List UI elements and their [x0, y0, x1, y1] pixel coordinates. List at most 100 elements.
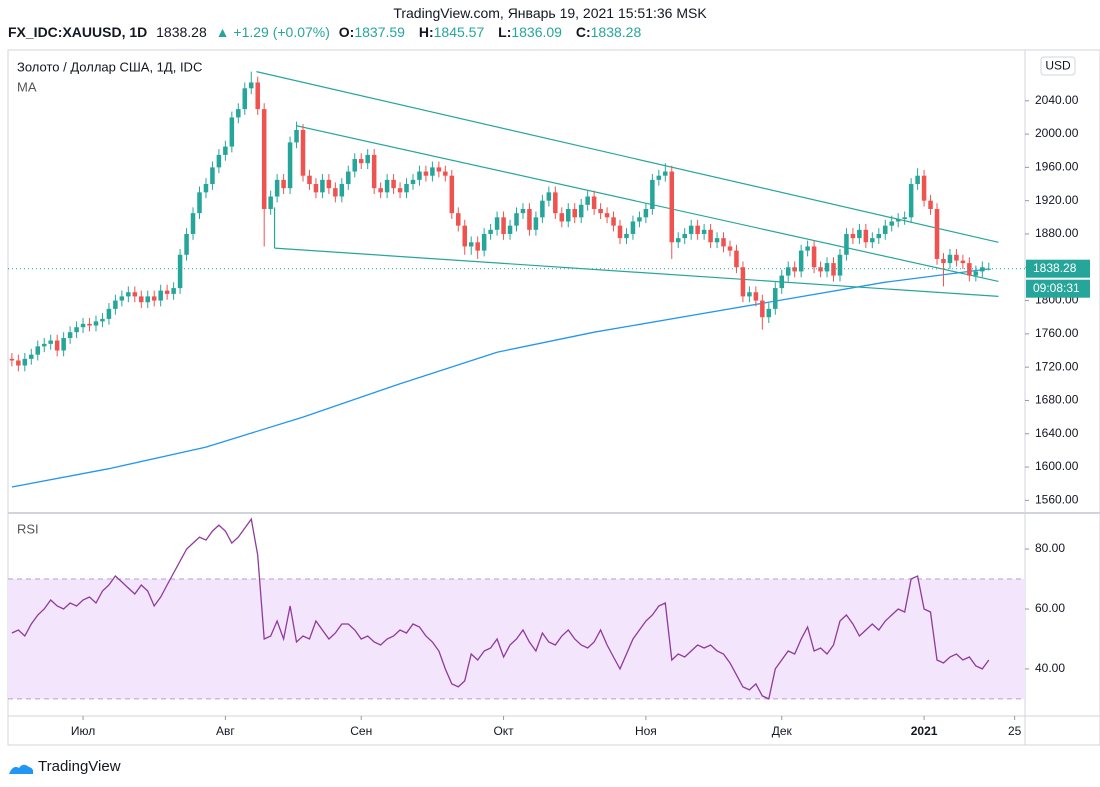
pane-title: Золото / Доллар США, 1Д, IDC	[17, 59, 202, 74]
candle-body	[954, 254, 959, 261]
header-title: TradingView.com, Январь 19, 2021 15:51:3…	[393, 5, 707, 21]
rsi-tick-label: 60.00	[1035, 601, 1065, 615]
ohlc-value: 1836.09	[511, 24, 562, 40]
candle-body	[443, 171, 448, 176]
logo	[9, 764, 34, 774]
candle-body	[624, 233, 629, 239]
candle-body	[9, 358, 15, 361]
candle-body	[967, 263, 972, 276]
candle-body	[740, 267, 746, 297]
candle-body	[578, 204, 584, 218]
candle-body	[436, 167, 442, 172]
candle-body	[585, 196, 590, 205]
candle-body	[533, 217, 539, 230]
ma-legend[interactable]: MA	[17, 79, 37, 94]
candle-body	[785, 267, 791, 276]
rsi-line	[11, 517, 990, 700]
candle-body	[682, 233, 687, 239]
candle-body	[113, 300, 118, 309]
candle-body	[980, 267, 985, 272]
candle-body	[449, 175, 455, 214]
candle-body	[352, 159, 358, 172]
candle-body	[792, 267, 797, 272]
ohlc-label: C:	[575, 24, 591, 40]
candle-body	[591, 196, 597, 209]
x-tick-label: 2021	[911, 724, 938, 738]
currency-label[interactable]: USD	[1045, 59, 1071, 73]
price-tag-label: 1838.28	[1033, 261, 1077, 275]
trendline	[296, 125, 999, 283]
candle-body	[391, 179, 396, 189]
candle-body	[908, 184, 914, 218]
candle-body	[882, 225, 888, 234]
x-tick-label: Июл	[71, 724, 95, 738]
candle-body	[701, 229, 707, 234]
candle-body	[106, 308, 112, 319]
candle-body	[617, 225, 623, 239]
candle-body	[734, 250, 739, 268]
candle-body	[727, 246, 733, 251]
candle-body	[61, 338, 66, 351]
candle-body	[164, 290, 170, 294]
x-tick-label: Авг	[216, 724, 235, 738]
candle-body	[941, 258, 946, 264]
candle-body	[268, 196, 273, 209]
candle-body	[721, 238, 726, 247]
candle-body	[365, 154, 370, 164]
candle-body	[41, 343, 47, 347]
candle-body	[100, 318, 105, 322]
candle-body	[565, 208, 571, 222]
candle-body	[553, 192, 558, 214]
candle-body	[708, 229, 713, 243]
last-price: 1838.28	[156, 24, 207, 40]
candle-body	[663, 171, 668, 176]
candle-body	[210, 167, 215, 185]
candle-body	[527, 208, 532, 230]
ohlc-value: 1845.57	[433, 24, 485, 40]
candle-body	[74, 327, 79, 333]
candle-body	[650, 179, 655, 209]
candle-body	[371, 154, 377, 189]
frame	[7, 49, 1100, 746]
candle-body	[850, 233, 856, 239]
candle-body	[572, 208, 577, 218]
candle-body	[177, 254, 183, 289]
y-tick-label: 1560.00	[1035, 493, 1079, 507]
candle-body	[818, 267, 823, 272]
rsi-tick-label: 80.00	[1035, 541, 1065, 555]
candle-body	[339, 184, 345, 197]
candle-body	[203, 184, 209, 193]
candle-body	[384, 179, 390, 193]
rsi-legend[interactable]: RSI	[17, 521, 39, 536]
candle-body	[747, 292, 752, 297]
x-tick-label: Ноя	[635, 724, 657, 738]
candle-body	[430, 167, 435, 176]
candle-body	[915, 175, 920, 185]
y-tick-label: 1880.00	[1035, 226, 1079, 240]
currency-button[interactable]	[1040, 56, 1076, 76]
candle-body	[300, 129, 306, 176]
candle-body	[22, 358, 28, 366]
candle-body	[947, 254, 953, 264]
candle-body	[895, 218, 901, 222]
price-tag	[1026, 259, 1090, 278]
candle-body	[197, 192, 202, 214]
candle-body	[48, 340, 53, 344]
candle-body	[921, 175, 927, 201]
candle-body	[798, 250, 804, 272]
y-tick-label: 2040.00	[1035, 93, 1079, 107]
candle-body	[934, 208, 940, 259]
candle-body	[255, 82, 260, 110]
candle-body	[346, 171, 351, 185]
candle-body	[67, 332, 73, 339]
candle-body	[637, 217, 642, 222]
candle-body	[35, 346, 41, 355]
candle-body	[410, 179, 416, 185]
candle-body	[54, 340, 60, 351]
ma-line	[11, 268, 989, 488]
candle-body	[481, 233, 487, 251]
trendline	[256, 71, 999, 243]
candle-body	[902, 217, 907, 219]
candle-body	[404, 184, 409, 193]
